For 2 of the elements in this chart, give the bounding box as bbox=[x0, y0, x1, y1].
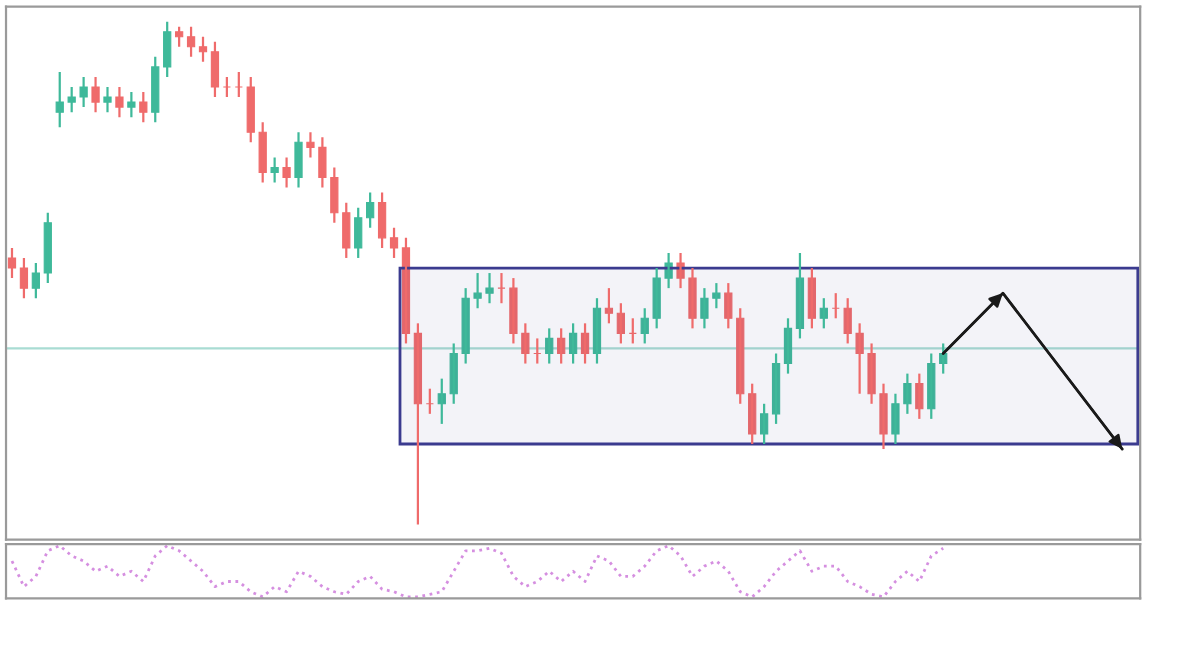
candlestick bbox=[127, 90, 136, 119]
candlestick bbox=[139, 90, 148, 124]
